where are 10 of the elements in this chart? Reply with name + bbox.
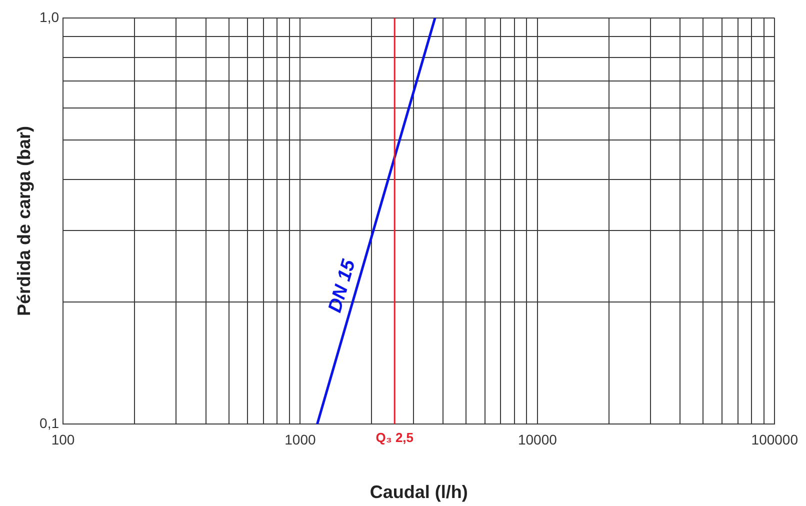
ref-line-label: Q₃ 2,5 xyxy=(376,430,414,446)
text: DN 15 xyxy=(324,256,360,315)
y-tick-label: 1,0 xyxy=(40,8,60,25)
x-tick-label: 1000 xyxy=(284,431,316,448)
x-tick-label: 100 xyxy=(51,431,75,448)
x-tick-label: 10000 xyxy=(518,431,558,448)
y-axis-title: Pérdida de carga (bar) xyxy=(14,126,34,316)
x-tick-label: 100000 xyxy=(751,431,798,448)
x-axis-title: Caudal (l/h) xyxy=(370,482,468,502)
y-tick-label: 0,1 xyxy=(40,414,60,431)
